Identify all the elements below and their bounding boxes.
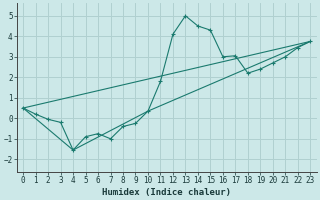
X-axis label: Humidex (Indice chaleur): Humidex (Indice chaleur) <box>102 188 231 197</box>
